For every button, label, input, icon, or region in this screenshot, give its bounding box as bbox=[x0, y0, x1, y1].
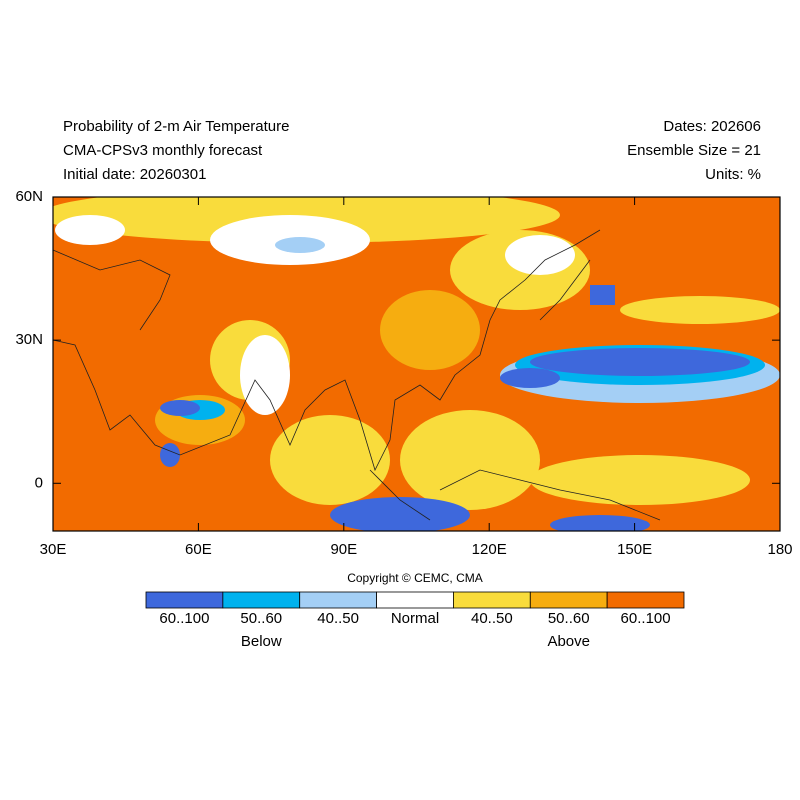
legend-label: 50..60 bbox=[240, 610, 282, 627]
legend-label: 50..60 bbox=[548, 610, 590, 627]
lon-tick-label: 60E bbox=[185, 541, 212, 558]
legend-label: 40..50 bbox=[471, 610, 513, 627]
lat-tick-label: 0 bbox=[35, 474, 43, 491]
lon-tick-label: 180 bbox=[767, 541, 792, 558]
legend-swatch bbox=[453, 591, 531, 609]
legend-swatch bbox=[299, 591, 377, 609]
lon-tick-label: 30E bbox=[40, 541, 67, 558]
legend-label: 40..50 bbox=[317, 610, 359, 627]
legend-swatch bbox=[376, 591, 454, 609]
legend-swatch bbox=[529, 591, 608, 609]
legend-swatch bbox=[606, 591, 685, 609]
lon-tick-label: 150E bbox=[617, 541, 652, 558]
lon-tick-label: 90E bbox=[330, 541, 357, 558]
legend-label: Normal bbox=[391, 610, 439, 627]
map-frame bbox=[52, 196, 781, 532]
legend-swatch bbox=[145, 591, 224, 609]
legend-label: 60..100 bbox=[159, 610, 209, 627]
legend-label: 60..100 bbox=[621, 610, 671, 627]
legend-swatch bbox=[222, 591, 301, 609]
header-left: Initial date: 20260301 bbox=[63, 166, 206, 183]
lat-tick-label: 30N bbox=[15, 331, 43, 348]
copyright: Copyright © CEMC, CMA bbox=[347, 571, 483, 585]
lat-tick-label: 60N bbox=[15, 188, 43, 205]
lon-tick-label: 120E bbox=[472, 541, 507, 558]
header-left: Probability of 2-m Air Temperature bbox=[63, 118, 290, 135]
header-left: CMA-CPSv3 monthly forecast bbox=[63, 142, 263, 159]
header-right: Units: % bbox=[705, 166, 761, 183]
legend-group: Below bbox=[241, 633, 282, 650]
header-right: Dates: 202606 bbox=[663, 118, 761, 135]
coastlines bbox=[52, 229, 661, 521]
legend-group: Above bbox=[547, 633, 590, 650]
header-right: Ensemble Size = 21 bbox=[627, 142, 761, 159]
probability-field bbox=[53, 197, 780, 531]
